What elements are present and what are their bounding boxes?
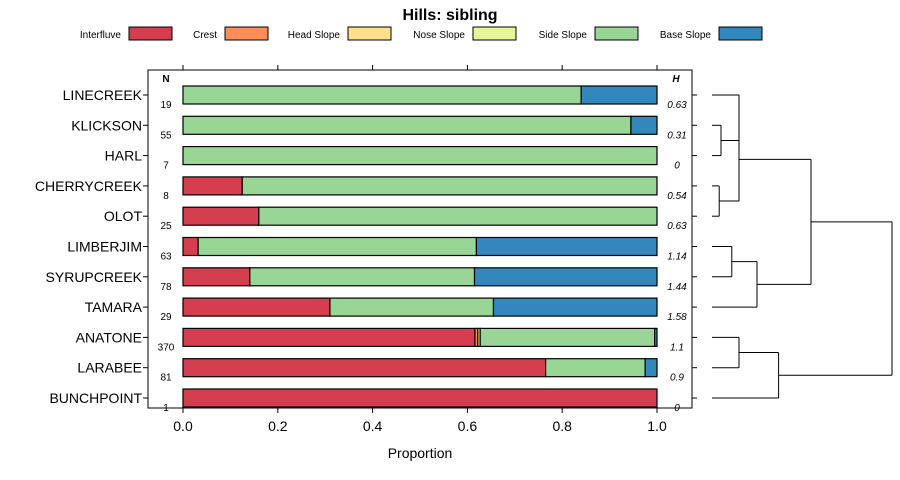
- legend-label-base-slope: Base Slope: [660, 30, 712, 41]
- bar-segment-olot-interfluve: [182, 206, 260, 226]
- x-tick-label: 0.8: [552, 418, 572, 434]
- h-column-header: H: [672, 74, 680, 85]
- row-h-harl: 0: [674, 161, 680, 172]
- row-n-tamara: 29: [160, 312, 172, 323]
- row-label-harl: HARL: [105, 148, 143, 164]
- bar-segment-cherrycreek-side-slope: [241, 176, 658, 196]
- bar-segment-limberjim-interfluve: [182, 236, 199, 257]
- bar-segment-limberjim-side-slope: [197, 236, 478, 257]
- legend-swatch-head-slope: [347, 26, 392, 41]
- row-label-larabee: LARABEE: [77, 360, 142, 376]
- row-h-tamara: 1.58: [667, 312, 687, 323]
- row-h-limberjim: 1.14: [667, 252, 687, 263]
- legend-label-crest: Crest: [193, 30, 217, 41]
- row-n-limberjim: 63: [160, 252, 172, 263]
- bar-segment-tamara-base-slope: [492, 297, 658, 317]
- legend-swatch-base-slope: [718, 26, 763, 41]
- row-n-larabee: 81: [160, 373, 172, 384]
- row-n-cherrycreek: 8: [163, 191, 169, 202]
- row-h-larabee: 0.9: [670, 373, 684, 384]
- legend-label-nose-slope: Nose Slope: [413, 30, 465, 41]
- x-axis-title: Proportion: [388, 445, 453, 461]
- bar-segment-harl-side-slope: [182, 146, 658, 166]
- dendrogram: [712, 94, 893, 399]
- row-label-syrupcreek: SYRUPCREEK: [46, 269, 143, 285]
- legend-swatch-side-slope: [594, 26, 639, 41]
- row-n-anatone: 370: [158, 342, 175, 353]
- bar-segment-cherrycreek-interfluve: [182, 176, 243, 196]
- x-tick-label: 0.2: [268, 418, 288, 434]
- row-label-anatone: ANATONE: [76, 329, 142, 345]
- legend-label-interfluve: Interfluve: [80, 30, 122, 41]
- bar-segment-linecreek-side-slope: [182, 85, 582, 105]
- bar-segment-larabee-base-slope: [644, 358, 658, 378]
- bar-segment-tamara-interfluve: [182, 297, 331, 317]
- bar-segment-linecreek-base-slope: [580, 85, 658, 105]
- row-h-syrupcreek: 1.44: [667, 282, 687, 293]
- legend-swatch-crest: [224, 26, 269, 41]
- row-label-cherrycreek: CHERRYCREEK: [35, 178, 143, 194]
- legend-swatch-interfluve: [128, 26, 173, 41]
- row-n-klickson: 55: [160, 130, 172, 141]
- legend-label-side-slope: Side Slope: [539, 30, 588, 41]
- row-label-klickson: KLICKSON: [71, 117, 142, 133]
- x-tick-label: 0.0: [173, 418, 193, 434]
- legend-label-head-slope: Head Slope: [288, 30, 341, 41]
- row-h-anatone: 1.1: [670, 342, 684, 353]
- row-n-linecreek: 19: [160, 100, 172, 111]
- bar-segment-syrupcreek-base-slope: [473, 267, 658, 287]
- bar-segment-tamara-side-slope: [329, 297, 495, 317]
- chart-title: Hills: sibling: [402, 7, 497, 24]
- bar-segment-limberjim-base-slope: [475, 236, 658, 257]
- row-h-linecreek: 0.63: [667, 100, 687, 111]
- bar-segment-larabee-interfluve: [182, 358, 547, 378]
- bar-segment-bunchpoint-interfluve: [182, 388, 658, 408]
- x-tick-label: 0.4: [363, 418, 383, 434]
- row-h-klickson: 0.31: [667, 130, 686, 141]
- legend: Interfluve Crest Head Slope Nose Slope Side …: [80, 26, 763, 41]
- n-column-header: N: [162, 74, 169, 85]
- row-n-bunchpoint: 1: [163, 403, 169, 414]
- row-h-bunchpoint: 0: [674, 403, 680, 414]
- bar-segment-olot-side-slope: [258, 206, 658, 226]
- bar-segment-anatone-interfluve: [182, 327, 476, 347]
- row-n-syrupcreek: 78: [160, 282, 172, 293]
- row-n-olot: 25: [160, 221, 172, 232]
- x-tick-label: 1.0: [647, 418, 667, 434]
- row-label-linecreek: LINECREEK: [63, 87, 143, 103]
- bar-segment-larabee-side-slope: [545, 358, 646, 378]
- row-label-bunchpoint: BUNCHPOINT: [49, 390, 142, 406]
- row-label-olot: OLOT: [104, 208, 143, 224]
- row-n-harl: 7: [163, 161, 169, 172]
- row-h-cherrycreek: 0.54: [667, 191, 687, 202]
- bar-segment-syrupcreek-interfluve: [182, 267, 251, 287]
- bar-segment-klickson-base-slope: [630, 115, 658, 135]
- row-label-limberjim: LIMBERJIM: [67, 239, 142, 255]
- bar-segment-syrupcreek-side-slope: [249, 267, 476, 287]
- bar-segment-anatone-base-slope: [654, 327, 658, 347]
- legend-swatch-nose-slope: [472, 26, 517, 41]
- plot-area: 0.0 0.2 0.4 0.6 0.8 1.0 N H LINECREEK 19 0.63 KLICK…: [35, 65, 697, 434]
- plot-frame: [147, 69, 693, 409]
- bar-segment-klickson-side-slope: [182, 115, 632, 135]
- bar-segment-anatone-side-slope: [479, 327, 656, 347]
- x-tick-label: 0.6: [458, 418, 478, 434]
- row-label-tamara: TAMARA: [85, 299, 143, 315]
- row-h-olot: 0.63: [667, 221, 687, 232]
